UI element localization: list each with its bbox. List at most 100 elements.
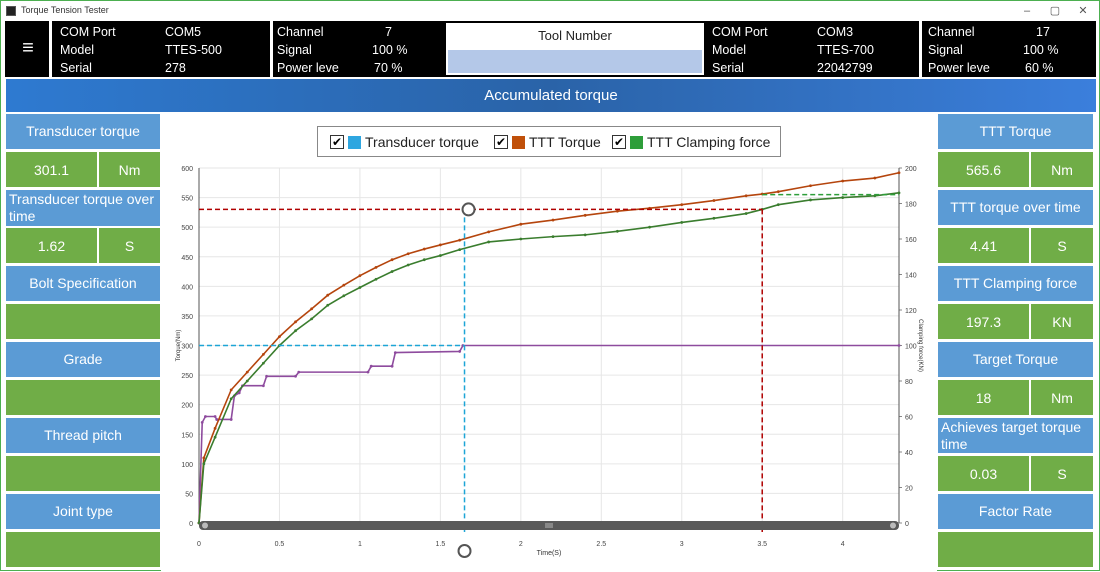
ttt-torque-unit: Nm <box>1031 152 1093 187</box>
series-point-1 <box>873 176 877 180</box>
series-point-1 <box>744 194 748 198</box>
legend-clamping-force[interactable]: ✔ TTT Clamping force <box>612 133 770 151</box>
y-tick-label: 600 <box>181 166 193 173</box>
series-point-1 <box>406 252 410 256</box>
close-icon[interactable]: ✕ <box>1078 5 1088 17</box>
legend-transducer-label: Transducer torque <box>365 134 479 150</box>
left-device-info: COM Port COM5 Model TTES-500 Serial 278 <box>60 21 270 77</box>
series-point-1 <box>712 199 716 202</box>
y-tick-label: 250 <box>181 373 193 380</box>
ttt-time-unit: S <box>1031 228 1093 263</box>
right-power-value: 60 % <box>1025 61 1054 75</box>
series-point-1 <box>680 203 684 207</box>
series-point-1 <box>261 352 265 356</box>
scrollbar-grip <box>545 523 553 528</box>
legend-transducer-checkbox[interactable]: ✔ <box>330 135 344 149</box>
x-tick-label: 3 <box>680 541 684 548</box>
ttt-time-label: TTT torque over time <box>938 190 1093 225</box>
achieve-target-unit: S <box>1031 456 1093 491</box>
series-point-1 <box>422 247 426 251</box>
clamping-force-label: TTT Clamping force <box>938 266 1093 301</box>
header-divider <box>919 21 922 77</box>
x-tick-label: 4 <box>841 541 845 548</box>
left-signal-value: 100 % <box>372 43 408 57</box>
y2-tick-label: 60 <box>905 415 913 422</box>
series-point-2 <box>897 191 901 195</box>
achieve-target-label: Achieves target torque time <box>938 418 1093 453</box>
tool-number-input[interactable] <box>448 50 702 73</box>
x-tick-label: 3.5 <box>757 541 767 548</box>
series-point-2 <box>841 196 845 199</box>
series-point-2 <box>326 303 330 307</box>
series-point-1 <box>615 209 619 213</box>
series-point-1 <box>310 307 314 311</box>
series-point-1 <box>278 335 281 339</box>
target-torque-label: Target Torque <box>938 342 1093 377</box>
series-point-2 <box>458 248 462 252</box>
legend-transducer-torque[interactable]: ✔ Transducer torque <box>330 133 479 151</box>
series-point-0 <box>237 391 241 395</box>
right-power-label: Power leve <box>928 61 990 75</box>
cursor-handle-top <box>461 202 476 217</box>
y2-axis-label: Clamping force(KN) <box>917 319 923 372</box>
left-serial-value: 278 <box>165 61 186 75</box>
series-point-2 <box>712 216 716 220</box>
series-point-0 <box>213 415 217 418</box>
x-axis-label: Time(S) <box>537 550 562 557</box>
tool-number-label: Tool Number <box>538 28 612 43</box>
hamburger-menu-icon[interactable]: ≡ <box>22 37 34 59</box>
legend-clamping-checkbox[interactable]: ✔ <box>612 135 626 149</box>
series-point-2 <box>358 286 362 289</box>
y-tick-label: 300 <box>181 344 193 351</box>
legend-ttt-torque[interactable]: ✔ TTT Torque <box>494 133 601 151</box>
left-power-value: 70 % <box>374 61 403 75</box>
left-com-label: COM Port <box>60 25 116 39</box>
series-point-1 <box>519 222 523 226</box>
series-point-1 <box>438 243 442 247</box>
right-channel-info: Channel 17 Signal 100 % Power leve 60 % <box>928 21 1088 77</box>
series-point-2 <box>374 277 378 281</box>
series-point-0 <box>366 370 370 374</box>
clamping-force-value: 197.3 <box>938 304 1029 339</box>
target-torque-value: 18 <box>938 380 1029 415</box>
series-point-1 <box>897 171 901 175</box>
series-point-1 <box>487 230 491 234</box>
series-point-0 <box>369 364 373 368</box>
grade-label: Grade <box>6 342 160 377</box>
series-point-2 <box>422 258 426 262</box>
series-point-1 <box>213 426 217 430</box>
series-point-1 <box>551 218 555 222</box>
joint-type-value <box>6 532 160 567</box>
right-com-label: COM Port <box>712 25 768 39</box>
transducer-torque-unit: Nm <box>99 152 160 187</box>
grade-value <box>6 380 160 415</box>
window-title: Torque Tension Tester <box>21 5 109 15</box>
series-point-1 <box>390 258 394 262</box>
transducer-time-label: Transducer torque over time <box>6 190 160 226</box>
series-point-2 <box>583 233 587 237</box>
y2-tick-label: 100 <box>905 344 917 351</box>
tool-number-panel: Tool Number <box>446 23 704 75</box>
y-tick-label: 0 <box>189 521 193 528</box>
y2-tick-label: 0 <box>905 521 909 528</box>
series-point-0 <box>294 374 297 378</box>
series-point-0 <box>200 421 204 424</box>
maximize-icon[interactable]: ▢ <box>1049 5 1061 17</box>
minimize-icon[interactable]: – <box>1023 5 1031 17</box>
series-line-2 <box>198 192 900 524</box>
series-point-1 <box>202 456 206 460</box>
series-point-1 <box>294 320 297 324</box>
left-model-value: TTES-500 <box>165 43 222 57</box>
y-tick-label: 350 <box>181 314 193 321</box>
scrollbar-left-handle <box>202 522 208 529</box>
thread-pitch-label: Thread pitch <box>6 418 160 453</box>
series-point-2 <box>744 212 748 215</box>
series-point-2 <box>390 270 394 273</box>
y2-tick-label: 160 <box>905 237 917 244</box>
legend-ttt-torque-checkbox[interactable]: ✔ <box>494 135 508 149</box>
x-tick-label: 0.5 <box>275 541 285 548</box>
thread-pitch-value <box>6 456 160 491</box>
series-point-2 <box>551 235 555 239</box>
factor-rate-label: Factor Rate <box>938 494 1093 529</box>
right-channel-value: 17 <box>1036 25 1050 39</box>
